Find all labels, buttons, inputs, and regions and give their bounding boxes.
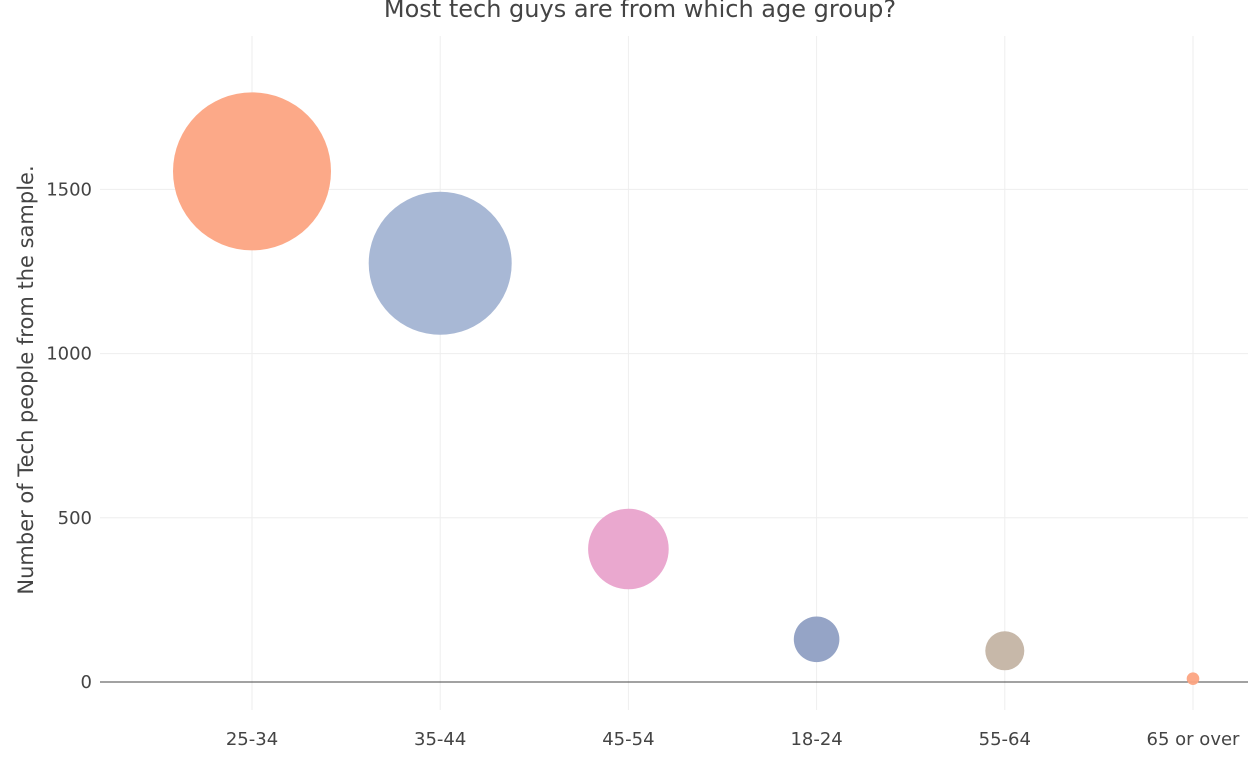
bubble-25-34	[173, 92, 331, 251]
bubble-35-44	[368, 191, 512, 335]
y-tick-label: 500	[58, 508, 92, 529]
bubbles	[173, 92, 1200, 686]
y-tick-label: 1500	[46, 179, 92, 200]
x-tick-label: 25-34	[226, 729, 278, 750]
x-tick-labels: 25-34 35-44 45-54 18-24 55-64 65 or over	[226, 729, 1240, 750]
bubble-18-24	[793, 616, 840, 663]
bubble-65-or-over	[1186, 672, 1200, 686]
x-tick-label: 18-24	[790, 729, 842, 750]
y-tick-labels: 0 500 1000 1500	[46, 179, 92, 693]
y-axis-label: Number of Tech people from the sample.	[14, 165, 38, 594]
x-tick-label: 65 or over	[1147, 729, 1241, 750]
bubble-45-54	[588, 508, 669, 590]
x-grid-lines	[251, 36, 1194, 710]
y-tick-label: 1000	[46, 344, 92, 365]
chart-title: Most tech guys are from which age group?	[384, 0, 896, 23]
x-tick-label: 45-54	[602, 729, 654, 750]
bubble-55-64	[985, 631, 1025, 671]
x-tick-label: 55-64	[979, 729, 1031, 750]
y-tick-label: 0	[81, 672, 92, 693]
x-tick-label: 35-44	[414, 729, 466, 750]
